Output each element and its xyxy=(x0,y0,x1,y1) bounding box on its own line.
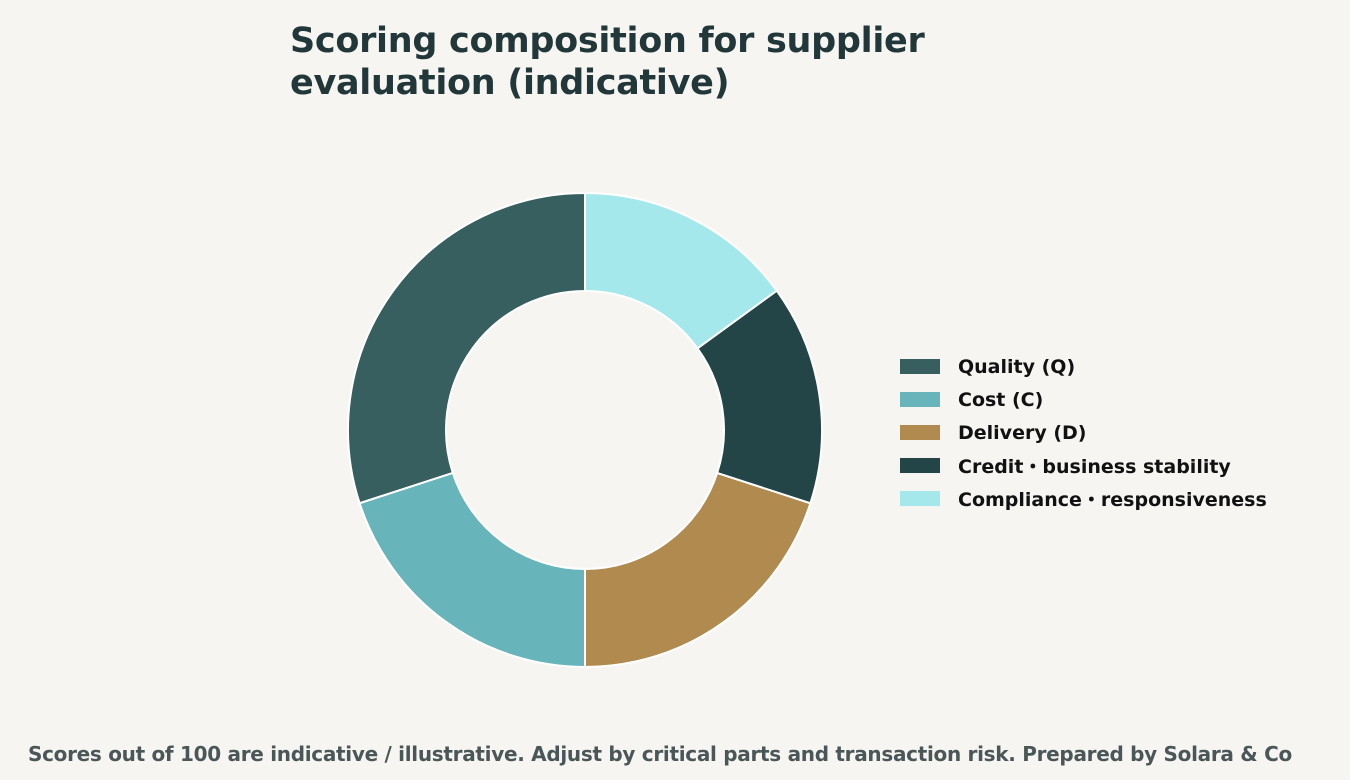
donut-slice-3 xyxy=(584,471,812,669)
legend-item: Compliance・responsiveness xyxy=(900,482,1267,515)
donut-slice-2 xyxy=(358,471,586,669)
legend-item: Credit・business stability xyxy=(900,449,1267,482)
donut-slices xyxy=(347,191,823,669)
donut-slice-1 xyxy=(347,191,586,505)
chart-title: Scoring composition for supplier evaluat… xyxy=(290,21,925,103)
legend-swatch xyxy=(900,458,940,473)
legend-item: Quality (Q) xyxy=(900,350,1267,383)
legend-label: Credit・business stability xyxy=(958,456,1231,478)
legend-label: Compliance・responsiveness xyxy=(958,489,1267,511)
chart-legend: Quality (Q) Cost (C) Delivery (D) Credit・bu… xyxy=(900,350,1267,515)
legend-item: Delivery (D) xyxy=(900,416,1267,449)
legend-label: Delivery (D) xyxy=(958,421,1087,444)
legend-item: Cost (C) xyxy=(900,383,1267,416)
legend-swatch xyxy=(900,359,940,374)
legend-swatch xyxy=(900,491,940,506)
footnote: Scores out of 100 are indicative / illus… xyxy=(28,742,1292,766)
legend-label: Quality (Q) xyxy=(958,355,1076,378)
legend-swatch xyxy=(900,425,940,440)
legend-label: Cost (C) xyxy=(958,388,1044,411)
donut-slice-5 xyxy=(584,191,779,350)
legend-swatch xyxy=(900,392,940,407)
